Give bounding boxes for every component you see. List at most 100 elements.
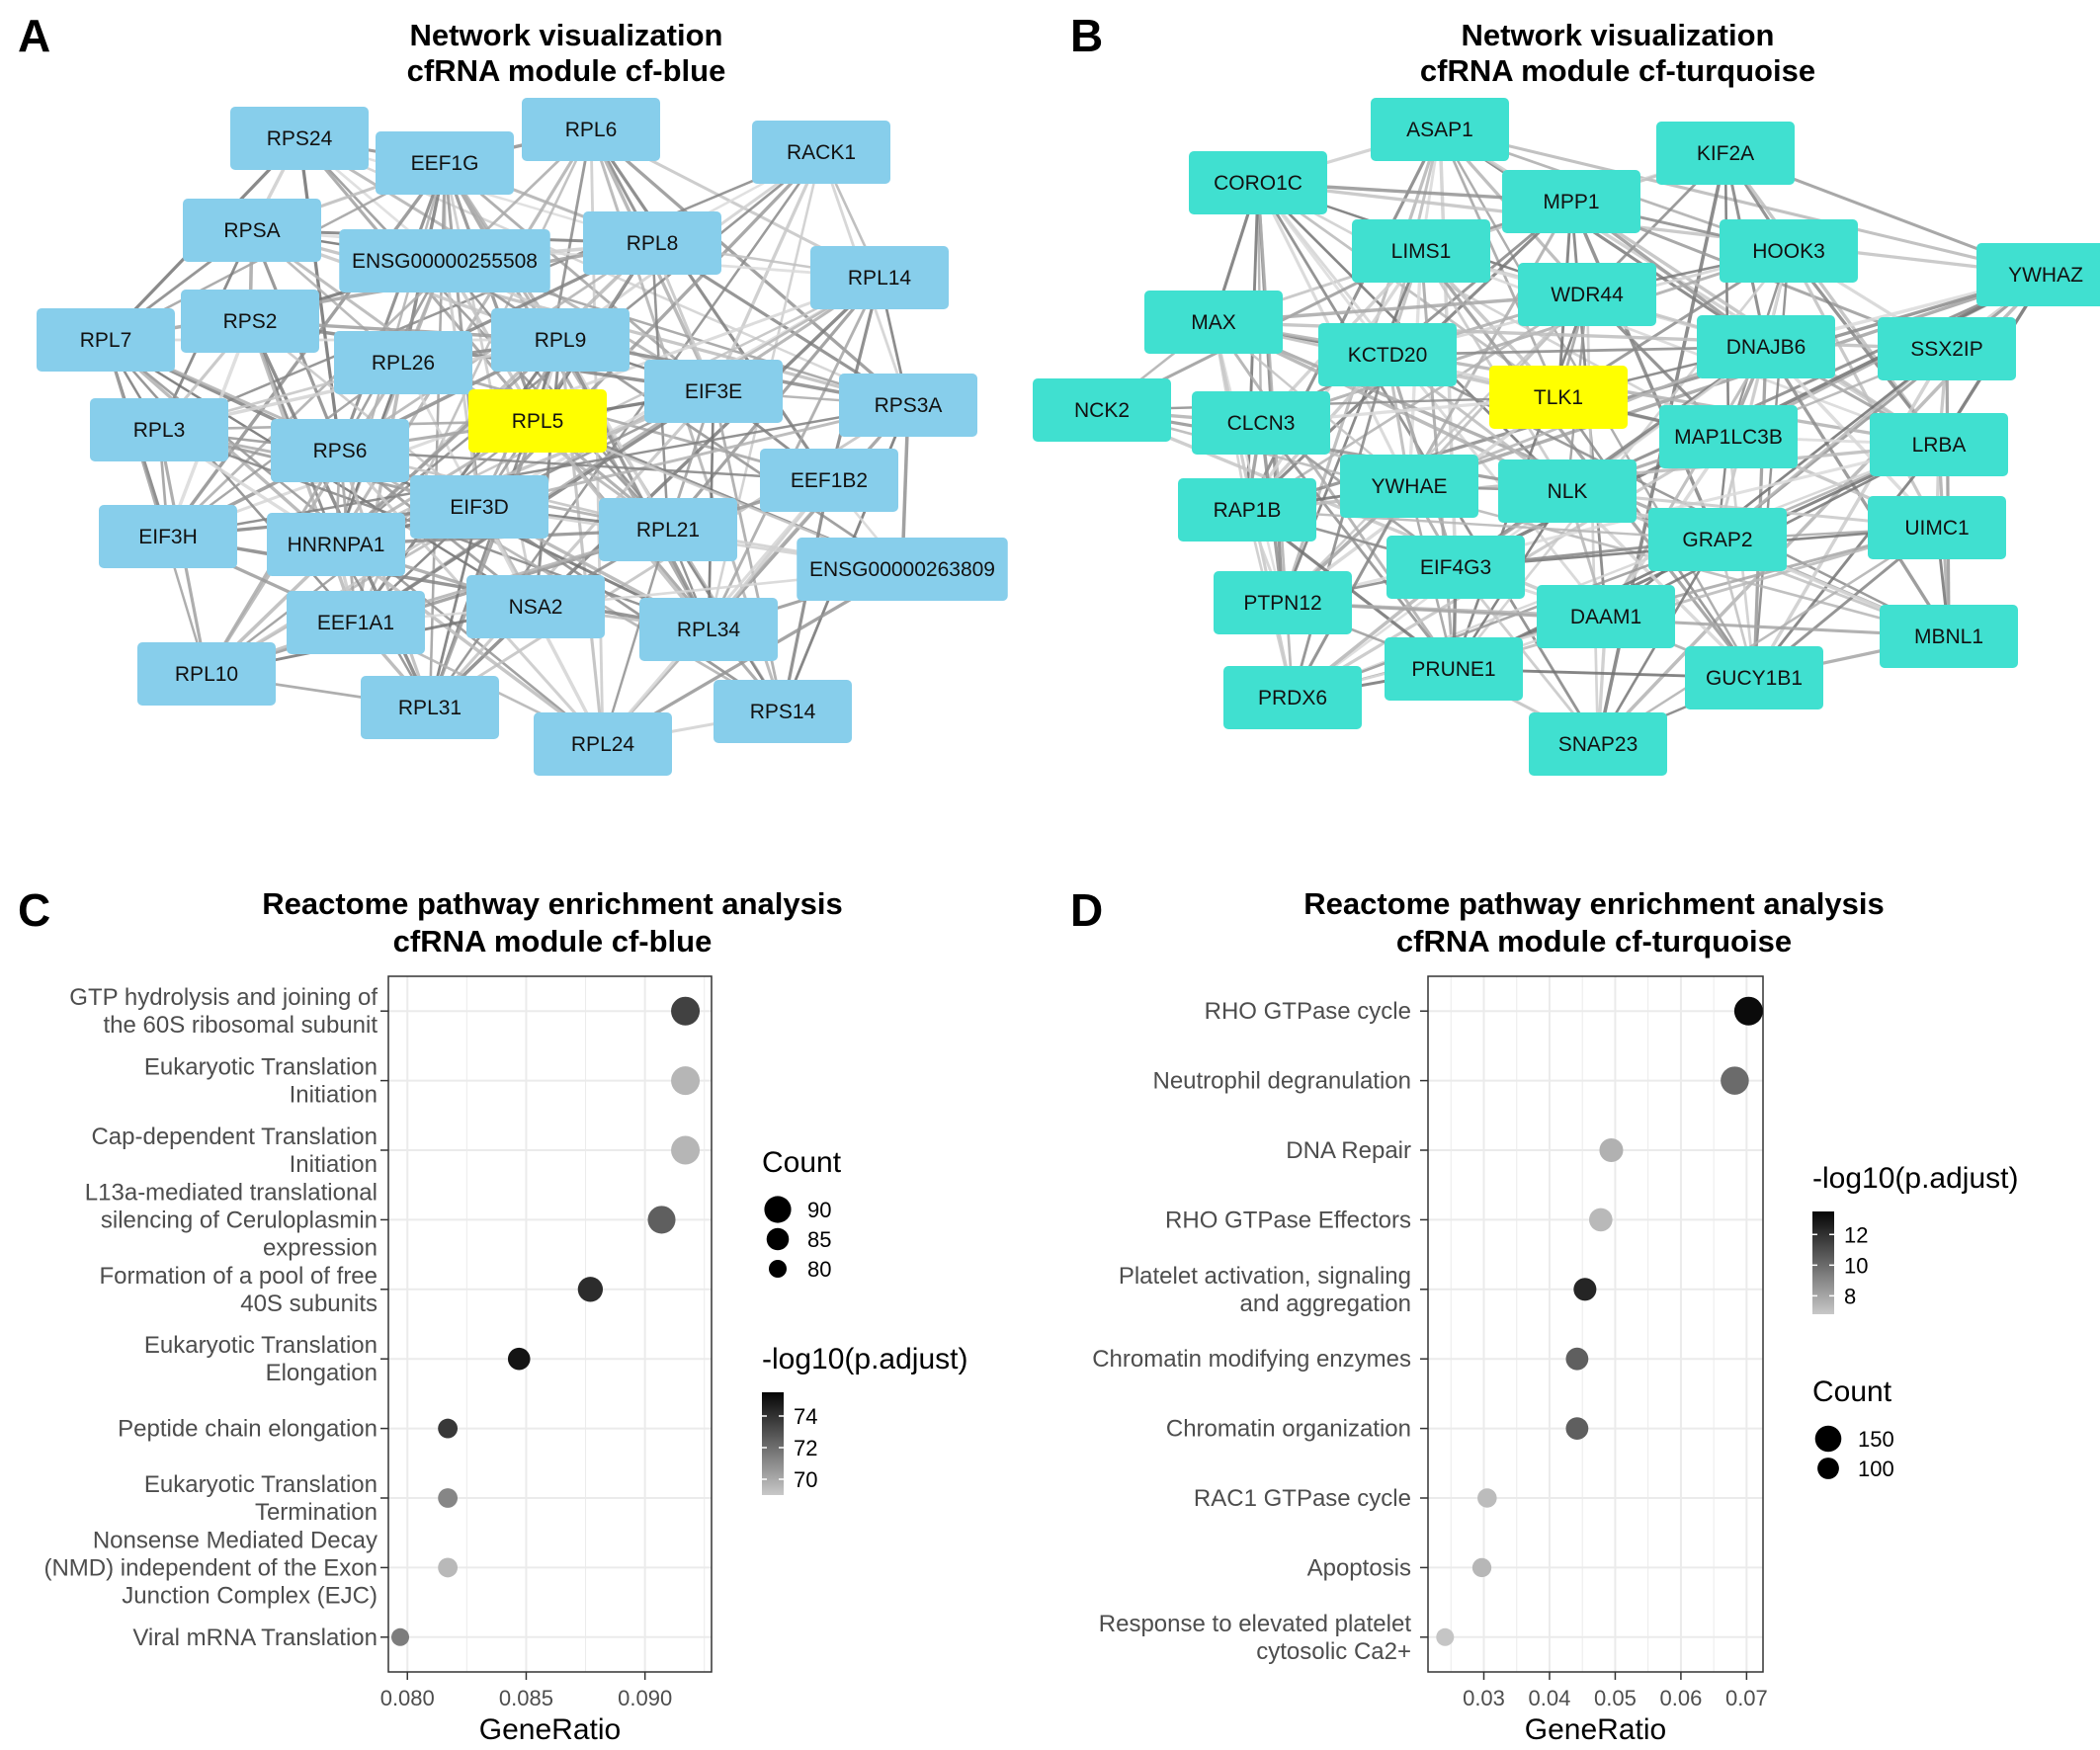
network-node-clcn3: CLCN3 [1192, 391, 1330, 455]
dotplot-cf-turquoise: RHO GTPase cycle Neutrophil degranulation… [1092, 975, 2018, 1746]
network-edge [1386, 353, 1950, 638]
color-legend-label: 74 [794, 1404, 817, 1429]
network-node-box [1868, 496, 2006, 559]
network-node-box [1489, 366, 1628, 429]
network-node-box [361, 676, 499, 739]
panel-b-letter: B [1070, 10, 1103, 61]
category-label: Formation of a pool of free 40S subunits [100, 1263, 378, 1317]
network-node-label: TLK1 [1534, 386, 1583, 409]
network-node-label: MAP1LC3B [1674, 426, 1783, 449]
network-node-label: RPS24 [267, 127, 333, 150]
network-node-label: UIMC1 [1904, 517, 1969, 540]
x-tick-label: 0.090 [618, 1686, 672, 1710]
network-node-kctd20: KCTD20 [1318, 323, 1457, 386]
network-node-eif4g3: EIF4G3 [1386, 536, 1525, 599]
network-edge [428, 420, 540, 708]
network-node-rpl10: RPL10 [137, 642, 276, 706]
network-node-box [1223, 666, 1362, 729]
network-node-box [1878, 317, 2016, 380]
network-node-label: EIF3E [685, 380, 742, 403]
data-point [671, 1066, 701, 1096]
network-node-eef1g: EEF1G [376, 131, 514, 195]
network-node-label: HOOK3 [1752, 240, 1825, 263]
color-legend-label: 10 [1844, 1253, 1868, 1278]
size-legend-label: 90 [807, 1198, 831, 1222]
network-node-box [1518, 263, 1656, 326]
color-legend-label: 70 [794, 1467, 817, 1492]
network-node-box [639, 598, 778, 661]
network-node-label: LIMS1 [1391, 240, 1452, 263]
network-node-tlk1: TLK1 [1489, 366, 1628, 429]
network-node-label: DAAM1 [1570, 606, 1641, 628]
network-node-label: MAX [1191, 311, 1236, 334]
network-node-label: RPL31 [398, 697, 462, 719]
network-node-prdx6: PRDX6 [1223, 666, 1362, 729]
panel-a-title-line1: Network visualization [410, 18, 723, 52]
network-node-label: LRBA [1912, 434, 1967, 457]
network-node-box [1880, 605, 2018, 668]
network-node-rpl21: RPL21 [599, 498, 737, 561]
data-point [1477, 1488, 1497, 1508]
category-label: Viral mRNA Translation [132, 1625, 378, 1651]
network-edge [428, 506, 481, 708]
network-edge [1257, 181, 2047, 277]
x-tick-label: 0.04 [1529, 1686, 1571, 1710]
network-node-max: MAX [1144, 291, 1283, 354]
network-node-label: GUCY1B1 [1706, 667, 1803, 690]
plot-border [387, 975, 713, 1673]
network-node-label: RPS6 [313, 440, 368, 462]
size-legend-label: 150 [1858, 1427, 1894, 1452]
network-node-rps3a: RPS3A [839, 374, 977, 437]
network-node-label: RPS14 [750, 701, 816, 723]
network-node-label: KIF2A [1697, 142, 1754, 165]
category-label: RAC1 GTPase cycle [1194, 1485, 1411, 1512]
x-axis-label: GeneRatio [1525, 1713, 1666, 1746]
plot-border [1427, 975, 1764, 1673]
data-point [1565, 1347, 1589, 1371]
network-node-label: NCK2 [1074, 399, 1130, 422]
network-node-ptpn12: PTPN12 [1214, 571, 1352, 634]
network-node-box [1659, 405, 1798, 468]
network-node-label: EIF3D [450, 496, 509, 519]
network-node-box [183, 199, 321, 262]
network-node-box [1189, 151, 1327, 214]
data-point [1436, 1627, 1455, 1646]
network-node-label: EIF4G3 [1420, 556, 1491, 579]
network-node-label: SSX2IP [1910, 338, 1983, 361]
data-point [438, 1418, 459, 1439]
network-node-ywhae: YWHAE [1340, 455, 1478, 518]
network-node-box [491, 308, 630, 372]
network-node-lrba: LRBA [1870, 413, 2008, 476]
network-node-label: RPL3 [133, 419, 186, 442]
network-edge [338, 162, 447, 452]
size-legend-key [1814, 1425, 1842, 1453]
size-legend-key [764, 1196, 792, 1223]
x-axis-label: GeneRatio [479, 1713, 621, 1746]
network-edge [536, 128, 593, 422]
data-point [438, 1488, 459, 1508]
category-label: Response to elevated platelet cytosolic C… [1099, 1611, 1412, 1665]
network-turquoise-nodes: ASAP1 KIF2A CORO1C MPP1 LIMS1 HOOK3 YWHAZ WDR44… [1033, 98, 2100, 776]
network-node-label: ENSG00000255508 [352, 250, 538, 273]
panel-a-letter: A [18, 10, 50, 61]
network-node-rpsa: RPSA [183, 199, 321, 262]
network-node-box [1720, 219, 1858, 283]
network-edge [1260, 249, 1790, 425]
panel-d-title-line2: cfRNA module cf-turquoise [1396, 924, 1792, 958]
network-node-box [760, 449, 898, 512]
data-point [1599, 1137, 1624, 1163]
network-node-rpl7: RPL7 [37, 308, 175, 372]
network-node-label: GRAP2 [1682, 529, 1752, 551]
network-node-box [271, 419, 409, 482]
data-point [438, 1557, 459, 1578]
category-label: Nonsense Mediated Decay (NMD) independent… [43, 1527, 378, 1609]
network-node-box [1529, 712, 1667, 776]
data-point [671, 1135, 701, 1165]
network-node-box [714, 680, 852, 743]
network-node-label: YWHAZ [2008, 264, 2083, 287]
network-node-label: SNAP23 [1558, 733, 1638, 756]
network-node-wdr44: WDR44 [1518, 263, 1656, 326]
network-node-eef1a1: EEF1A1 [287, 591, 425, 654]
network-node-box [334, 331, 472, 394]
network-edge [1259, 422, 1456, 670]
